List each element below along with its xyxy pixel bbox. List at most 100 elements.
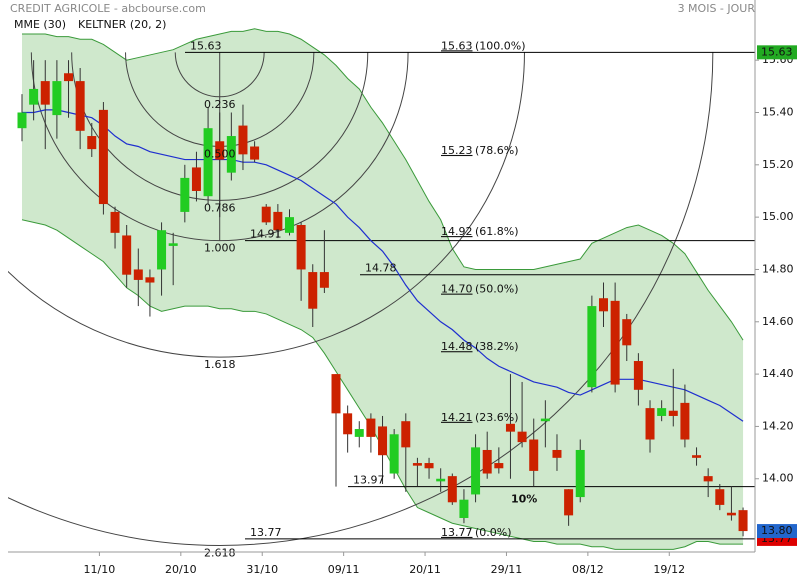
band-upper [22,28,744,341]
candle-body [401,421,411,448]
candle-body [29,88,39,105]
candle-body [471,447,481,495]
annotation: 10% [511,493,537,506]
fib-arc [30,52,409,242]
candle-body [494,463,504,469]
candle-body [157,230,167,270]
candle-body [52,81,62,116]
candle-body [203,128,213,197]
candle-body [133,269,143,280]
fib-value: 14.92 [441,225,473,238]
arc-label: 1.618 [204,358,236,371]
candle-body [226,136,236,173]
candle-body [668,410,678,416]
candle-body [343,413,353,435]
legend-entry: MME (30) [14,18,66,31]
candle-body [354,429,364,437]
y-tick-label: 14.80 [762,262,794,275]
x-tick-label: 20/10 [165,563,197,576]
candle-body [40,81,50,105]
arc-label: 0.236 [204,98,236,111]
price-tag [757,45,797,60]
y-tick-label: 14.20 [762,419,794,432]
price-tag-label: 13.80 [761,524,793,537]
level-label: 14.91 [250,228,282,241]
candle-body [505,423,515,432]
candle-body [261,206,271,223]
ema-line [22,109,744,422]
y-tick-label: 14.40 [762,367,794,380]
candle-body [447,476,457,503]
candle-body [715,489,725,505]
fib-percent: (50.0%) [475,283,519,296]
x-tick-label: 19/12 [653,563,685,576]
candle-body [703,476,713,482]
candle-body [389,434,399,474]
candle-body [645,408,655,440]
y-tick-label: 15.00 [762,210,794,223]
candle-body [145,277,155,283]
fib-arc [8,52,714,546]
candle-body [459,499,469,518]
candle-body [238,125,248,155]
arc-label: 2.618 [204,546,236,559]
candle-body [633,361,643,390]
candle-body [726,512,736,516]
band-fill [22,28,744,550]
candle-body [122,235,132,275]
level-label: 13.97 [353,474,385,487]
candle-body [412,463,422,466]
candle-body [529,439,539,471]
candle-body [250,146,260,160]
candle-body [610,300,620,385]
y-tick-label: 14.60 [762,315,794,328]
fib-value: 14.48 [441,340,473,353]
arc-label: 1.000 [204,242,236,255]
candle-body [692,455,702,458]
fib-percent: (61.8%) [475,225,519,238]
candle-body [680,402,690,440]
plot-area [8,28,755,550]
candle-body [319,272,329,288]
candle-body [98,109,108,205]
label-layer: CREDIT AGRICOLE - abcbourse.com 3 MOIS -… [8,0,797,576]
candle-body [482,449,492,474]
candle-body [273,211,283,231]
level-label: 14.78 [365,262,397,275]
fib-value: 13.77 [441,526,473,539]
price-tag [757,524,797,539]
price-tag-label: 15.63 [761,45,793,58]
candle-body [64,73,74,82]
arc-label: 0.786 [204,201,236,214]
candle-body [552,449,562,458]
x-tick-label: 31/10 [246,563,278,576]
candle-body [17,112,27,129]
candle-body [378,426,388,456]
chart-title: CREDIT AGRICOLE - abcbourse.com [10,2,206,15]
x-tick-label: 20/11 [409,563,441,576]
candle-body [564,489,574,516]
plot-layer [8,28,755,550]
candle-body [575,449,585,498]
candle-body [284,217,294,233]
candle-body [215,141,225,160]
fib-percent: (100.0%) [475,39,526,52]
fib-percent: (38.2%) [475,340,519,353]
candle-body [75,81,85,131]
legend-entry: KELTNER (20, 2) [78,18,166,31]
fib-value: 14.21 [441,411,473,424]
level-label: 15.63 [190,39,222,52]
candle-body [738,510,748,532]
candle-body [599,298,608,312]
x-tick-label: 29/11 [491,563,523,576]
fib-value: 15.63 [441,39,473,52]
candle-body [366,418,376,437]
y-tick-label: 15.20 [762,158,794,171]
candle-body [191,167,201,191]
fib-value: 15.23 [441,144,473,157]
candle-body [436,478,446,482]
fib-percent: (78.6%) [475,144,519,157]
candle-body [622,319,632,346]
candle-body [87,136,97,150]
